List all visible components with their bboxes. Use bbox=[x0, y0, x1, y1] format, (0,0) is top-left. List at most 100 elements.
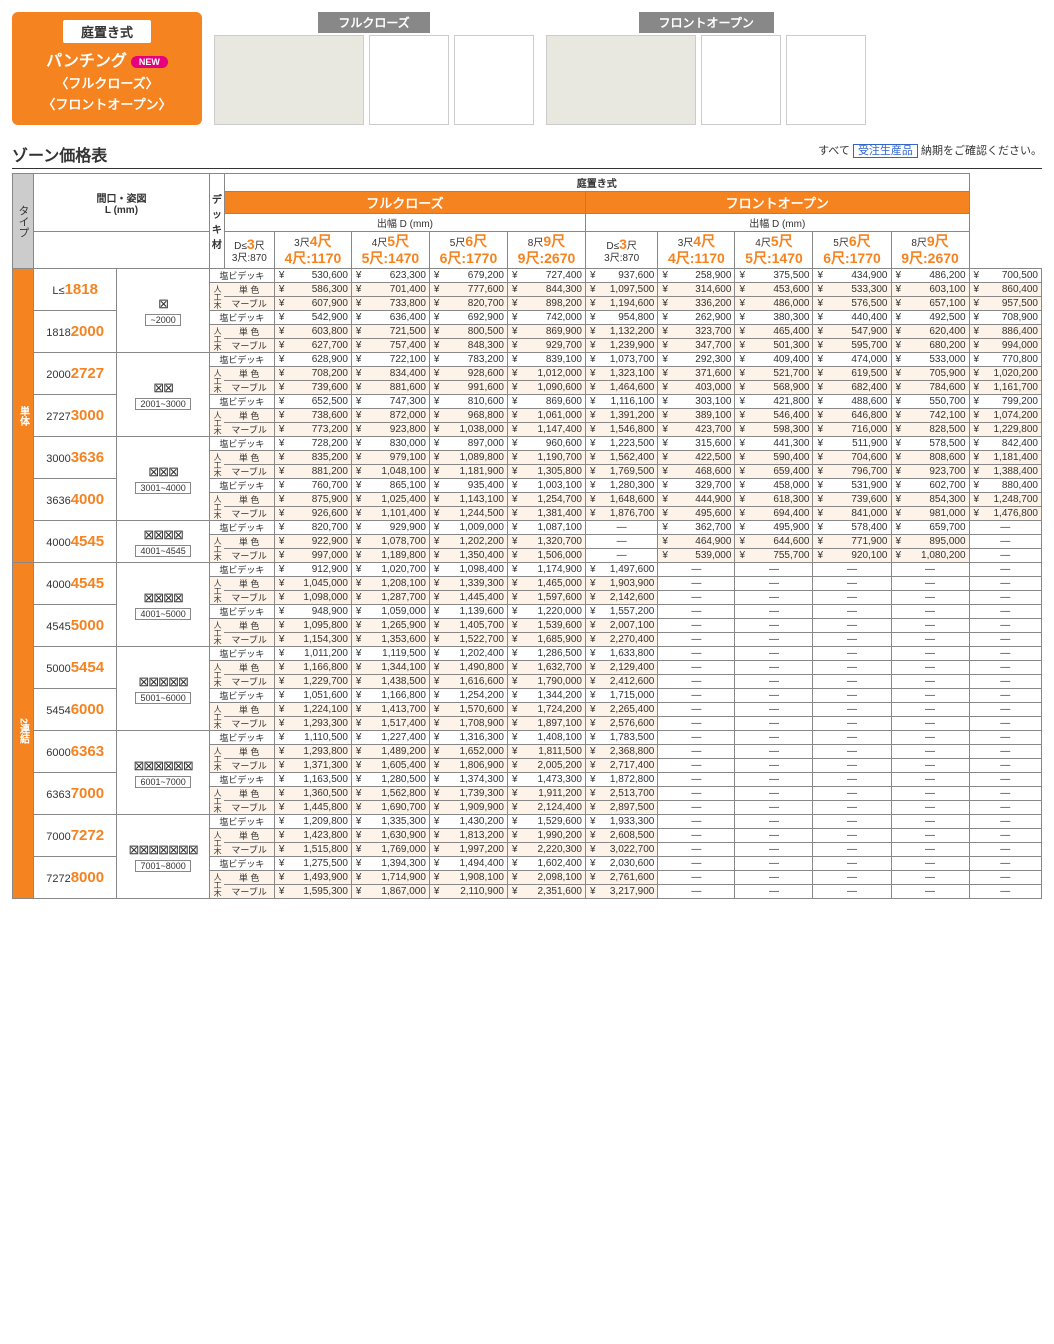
price-cell: ¥607,900 bbox=[274, 297, 351, 311]
price-cell: ¥2,129,400 bbox=[585, 661, 657, 675]
price-cell: ¥603,800 bbox=[274, 325, 351, 339]
price-cell: ¥1,605,400 bbox=[351, 759, 429, 773]
range-cell: 45455000 bbox=[34, 605, 117, 647]
price-dash: — bbox=[735, 843, 813, 857]
price-cell: ¥733,800 bbox=[351, 297, 429, 311]
price-dash: — bbox=[658, 647, 735, 661]
price-cell: ¥1,652,000 bbox=[429, 745, 507, 759]
price-cell: ¥742,100 bbox=[891, 409, 969, 423]
price-dash: — bbox=[658, 829, 735, 843]
price-dash: — bbox=[891, 773, 969, 787]
price-cell: ¥860,400 bbox=[969, 283, 1041, 297]
range-cell: 27273000 bbox=[34, 395, 117, 437]
price-dash: — bbox=[658, 801, 735, 815]
price-cell: ¥652,500 bbox=[274, 395, 351, 409]
price-cell: ¥486,000 bbox=[735, 297, 813, 311]
price-cell: ¥948,900 bbox=[274, 605, 351, 619]
price-cell: ¥1,405,700 bbox=[429, 619, 507, 633]
price-cell: ¥1,506,000 bbox=[507, 549, 585, 563]
price-cell: ¥636,400 bbox=[351, 311, 429, 325]
range-cell: 20002727 bbox=[34, 353, 117, 395]
price-cell: ¥595,700 bbox=[813, 339, 891, 353]
price-dash: — bbox=[891, 661, 969, 675]
price-cell: ¥409,400 bbox=[735, 353, 813, 367]
deck-prefix: 人工木 bbox=[209, 871, 224, 899]
col-fc: フルクローズ bbox=[224, 192, 585, 214]
deck-type: 塩ビデッキ bbox=[209, 521, 274, 535]
deck-prefix: 人工木 bbox=[209, 661, 224, 689]
deck-type: 単 色 bbox=[224, 325, 274, 339]
price-cell: ¥1,473,300 bbox=[507, 773, 585, 787]
price-cell: ¥492,500 bbox=[891, 311, 969, 325]
price-cell: ¥865,100 bbox=[351, 479, 429, 493]
price-cell: ¥1,867,000 bbox=[351, 885, 429, 899]
price-dash: — bbox=[891, 703, 969, 717]
price-cell: ¥898,200 bbox=[507, 297, 585, 311]
deck-type: マーブル bbox=[224, 297, 274, 311]
price-dash: — bbox=[658, 871, 735, 885]
price-cell: ¥2,717,400 bbox=[585, 759, 657, 773]
sub-label-1: 〈フルクローズ〉 bbox=[26, 73, 188, 92]
price-cell: ¥1,632,700 bbox=[507, 661, 585, 675]
price-dash: — bbox=[969, 731, 1041, 745]
price-cell: ¥912,900 bbox=[274, 563, 351, 577]
price-dash: — bbox=[969, 703, 1041, 717]
price-cell: ¥1,166,800 bbox=[274, 661, 351, 675]
price-cell: ¥1,254,700 bbox=[507, 493, 585, 507]
price-cell: ¥1,143,100 bbox=[429, 493, 507, 507]
price-dash: — bbox=[735, 577, 813, 591]
deck-prefix: 人工木 bbox=[209, 325, 224, 353]
price-cell: ¥1,293,300 bbox=[274, 717, 351, 731]
price-cell: ¥1,009,000 bbox=[429, 521, 507, 535]
price-cell: ¥1,174,900 bbox=[507, 563, 585, 577]
deck-type: 単 色 bbox=[224, 745, 274, 759]
price-cell: ¥627,700 bbox=[274, 339, 351, 353]
price-cell: ¥1,908,100 bbox=[429, 871, 507, 885]
range-cell: 50005454 bbox=[34, 647, 117, 689]
price-cell: ¥1,254,200 bbox=[429, 689, 507, 703]
diagram-group-1: フルクローズ bbox=[214, 12, 534, 128]
price-dash: — bbox=[735, 633, 813, 647]
price-cell: ¥1,139,600 bbox=[429, 605, 507, 619]
price-cell: ¥799,200 bbox=[969, 395, 1041, 409]
price-cell: ¥1,595,300 bbox=[274, 885, 351, 899]
price-dash: — bbox=[735, 829, 813, 843]
price-cell: ¥2,005,200 bbox=[507, 759, 585, 773]
price-dash: — bbox=[658, 773, 735, 787]
price-cell: ¥757,400 bbox=[351, 339, 429, 353]
price-cell: ¥922,900 bbox=[274, 535, 351, 549]
price-cell: ¥1,189,800 bbox=[351, 549, 429, 563]
depth-col: 5尺6尺6尺:1770 bbox=[429, 232, 507, 269]
price-cell: ¥1,045,000 bbox=[274, 577, 351, 591]
price-cell: ¥1,724,200 bbox=[507, 703, 585, 717]
price-dash: — bbox=[969, 829, 1041, 843]
price-cell: ¥1,208,100 bbox=[351, 577, 429, 591]
price-cell: ¥1,224,100 bbox=[274, 703, 351, 717]
price-cell: ¥770,800 bbox=[969, 353, 1041, 367]
deck-prefix: 人工木 bbox=[209, 409, 224, 437]
price-cell: ¥1,990,200 bbox=[507, 829, 585, 843]
deck-type: 単 色 bbox=[224, 535, 274, 549]
diagram-side-2 bbox=[786, 35, 866, 125]
price-cell: ¥362,700 bbox=[658, 521, 735, 535]
price-cell: ¥2,513,700 bbox=[585, 787, 657, 801]
deck-type: マーブル bbox=[224, 675, 274, 689]
price-dash: — bbox=[585, 535, 657, 549]
deck-type: マーブル bbox=[224, 717, 274, 731]
new-badge: NEW bbox=[131, 56, 168, 68]
price-dash: — bbox=[969, 815, 1041, 829]
price-cell: ¥728,200 bbox=[274, 437, 351, 451]
deck-prefix: 人工木 bbox=[209, 367, 224, 395]
price-cell: ¥694,400 bbox=[735, 507, 813, 521]
price-cell: ¥708,900 bbox=[969, 311, 1041, 325]
deck-type: 塩ビデッキ bbox=[209, 773, 274, 787]
deck-type: 塩ビデッキ bbox=[209, 605, 274, 619]
price-cell: ¥1,305,800 bbox=[507, 465, 585, 479]
price-table: タイプ間口・姿図L (mm)デッキ材庭置き式フルクローズフロントオープン出幅 D… bbox=[12, 173, 1042, 899]
price-cell: ¥423,700 bbox=[658, 423, 735, 437]
price-cell: ¥375,500 bbox=[735, 269, 813, 283]
price-dash: — bbox=[658, 885, 735, 899]
section-title: ゾーン価格表 すべて 受注生産品 納期をご確認ください。 bbox=[12, 142, 1042, 169]
price-dash: — bbox=[735, 661, 813, 675]
price-cell: ¥1,293,800 bbox=[274, 745, 351, 759]
